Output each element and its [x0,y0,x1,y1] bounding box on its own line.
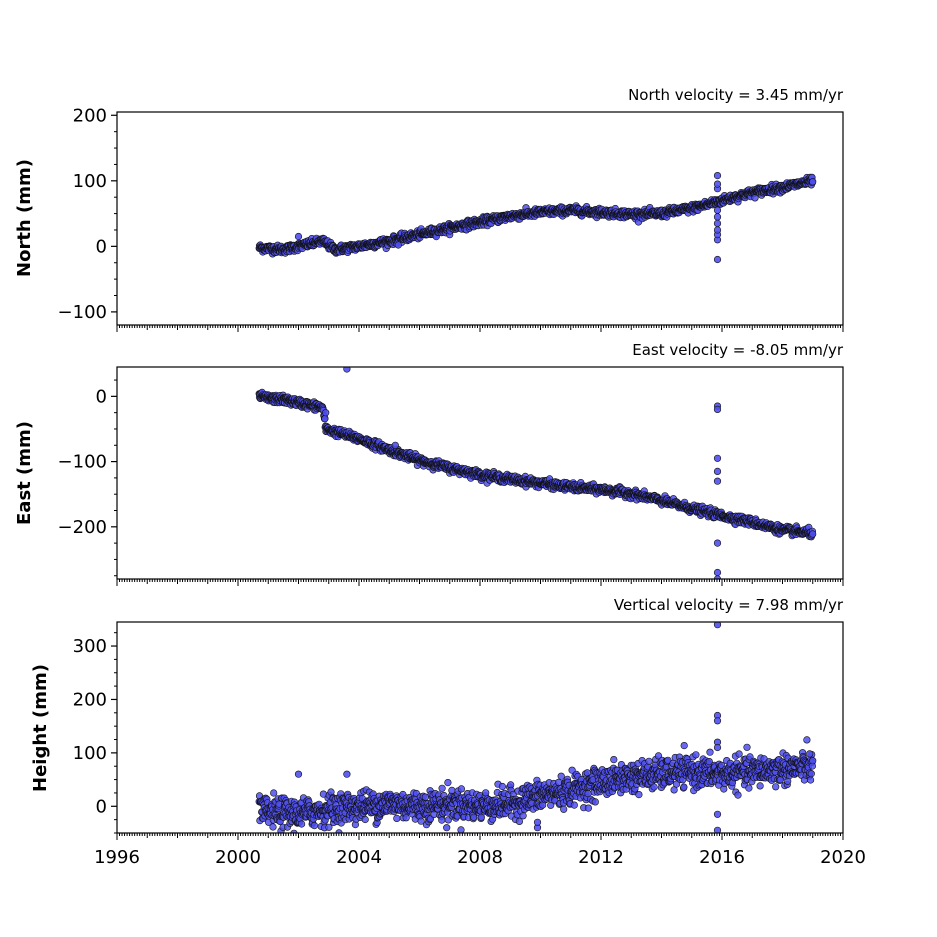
data-point [270,789,278,797]
data-point [361,815,369,824]
outlier-point [713,219,722,227]
data-point [393,814,401,823]
data-point [417,817,425,825]
data-point [584,804,593,812]
east-panel: −200 −100 0 East velocity = -8.05 mm/yr Ea… [14,341,844,586]
data-point [557,772,565,780]
data-point [692,751,700,759]
data-point [457,826,465,833]
data-point [321,415,329,423]
data-point [680,741,688,750]
data-point [706,748,714,756]
east-ylabel: East (mm) [14,421,35,525]
data-point [325,823,333,831]
y-tick-label: −100 [58,452,107,473]
north-axes: −100 0 100 200 [58,105,844,332]
data-point [591,798,599,806]
data-point [438,816,446,824]
data-point [610,755,618,764]
data-point [457,785,466,793]
outlier-point [713,568,722,577]
data-point [482,789,490,797]
outlier-point [713,172,722,180]
outlier-point [713,213,722,221]
data-point [650,783,658,791]
outlier-point [713,405,722,414]
data-point [470,813,478,821]
y-tick-label: −100 [58,302,107,323]
data-point [705,757,713,766]
y-tick-label: −200 [58,517,107,538]
data-point [310,821,319,830]
data-point [498,782,507,791]
data-point [444,778,452,787]
outlier-point [322,409,330,417]
data-point [298,820,306,828]
outlier-point [713,575,722,579]
data-point [438,784,446,792]
data-point [568,766,576,774]
outlier-point [713,539,722,547]
east-axes: −200 −100 0 [58,366,844,586]
y-tick-label: 200 [73,105,107,126]
data-point [269,823,277,831]
north-points [255,172,817,264]
data-point [680,783,688,791]
data-point [519,812,527,820]
data-point [290,829,298,833]
outlier-point [713,226,722,234]
east-points [255,367,817,579]
y-tick-label: 100 [73,171,107,192]
outlier-point [713,467,722,476]
outlier-point [713,180,722,188]
outlier-point [394,241,402,249]
data-point [554,778,563,787]
east-title: East velocity = -8.05 mm/yr [632,341,844,359]
data-point [809,530,817,538]
outlier-point [713,454,722,462]
data-point [448,786,456,795]
north-title: North velocity = 3.45 mm/yr [628,86,844,104]
data-point [402,814,410,822]
outlier-point [343,367,351,373]
height-points [255,622,817,833]
outlier-point [713,206,722,214]
data-point [635,790,643,799]
outlier-point [391,441,399,449]
data-point [560,805,568,813]
data-point [515,817,524,826]
outlier-point [713,255,722,264]
data-point [477,813,485,821]
outlier-point [713,477,722,485]
y-tick-label: 0 [96,386,107,407]
data-point [809,178,817,186]
north-ylabel: North (mm) [14,159,35,277]
data-point [570,801,578,809]
data-point [645,757,653,765]
outlier-point [294,232,303,241]
y-tick-label: 0 [96,236,107,257]
